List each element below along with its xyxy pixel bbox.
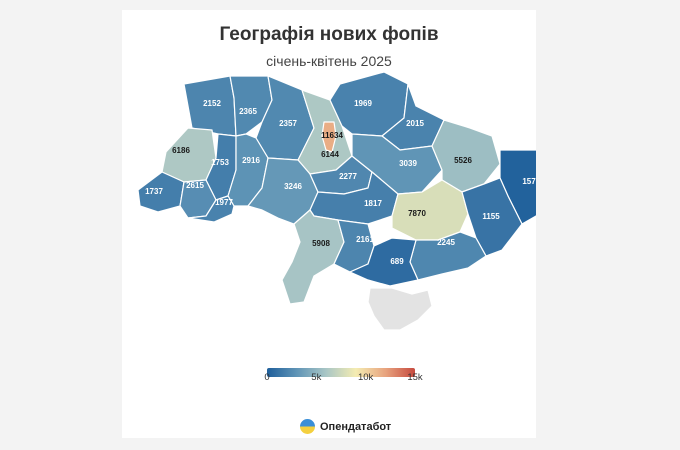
- label-kyiv-oblast: 6144: [321, 150, 339, 159]
- map-title: Географія нових фопів: [219, 24, 439, 45]
- label-volyn: 2152: [203, 99, 221, 108]
- legend-tick-label: 0: [264, 372, 270, 383]
- map-card: Географія нових фопів січень-квітень 202…: [122, 10, 536, 438]
- map-subtitle: січень-квітень 2025: [266, 53, 392, 69]
- label-dnipro: 7870: [408, 209, 426, 218]
- brand-logo[interactable]: Опендатабот: [300, 419, 391, 434]
- legend-tick-label: 15k: [407, 372, 423, 383]
- label-ivano-frankivsk: 2615: [186, 181, 204, 190]
- ukraine-choropleth-map: 2152 2365 2357 11634 6144 1969 2015 6186…: [137, 71, 536, 331]
- region-odesa[interactable]: [281, 209, 345, 305]
- label-kherson: 689: [390, 257, 404, 266]
- label-kirovohrad: 1817: [364, 199, 382, 208]
- brand-name: Опендатабот: [320, 420, 392, 433]
- label-cherkasy: 2277: [339, 172, 357, 181]
- opendatabot-logo-icon: [300, 419, 315, 434]
- region-kherson[interactable]: [349, 237, 419, 287]
- label-kharkiv: 5526: [454, 156, 472, 165]
- label-zakarpattia: 1737: [145, 187, 163, 196]
- region-kyiv-city[interactable]: [321, 121, 337, 153]
- label-vinnytsia: 3246: [284, 182, 302, 191]
- label-ternopil: 1753: [211, 158, 229, 167]
- region-labels: 2152 2365 2357 11634 6144 1969 2015 6186…: [145, 99, 536, 266]
- label-luhansk: 157: [522, 177, 536, 186]
- label-poltava: 3039: [399, 159, 417, 168]
- region-donetsk[interactable]: [461, 177, 523, 257]
- region-crimea[interactable]: [367, 287, 433, 331]
- label-lviv: 6186: [172, 146, 190, 155]
- label-zaporizhzhia: 2245: [437, 238, 455, 247]
- legend-tick-label: 10k: [357, 372, 374, 383]
- region-chernivtsi[interactable]: [187, 195, 235, 223]
- region-kharkiv[interactable]: [431, 119, 501, 193]
- label-khmelnytskyi: 2916: [242, 156, 260, 165]
- legend-tick-label: 5k: [311, 372, 322, 383]
- label-donetsk: 1155: [482, 212, 500, 221]
- label-mykolaiv: 2161: [356, 235, 374, 244]
- legend-color-bar: [267, 368, 415, 377]
- label-kyiv-city: 11634: [321, 131, 343, 140]
- label-odesa: 5908: [312, 239, 330, 248]
- region-luhansk[interactable]: [499, 149, 536, 225]
- label-rivne: 2365: [239, 107, 257, 116]
- label-chernihiv: 1969: [354, 99, 372, 108]
- label-chernivtsi: 1977: [215, 198, 233, 207]
- label-sumy: 2015: [406, 119, 424, 128]
- label-zhytomyr: 2357: [279, 119, 297, 128]
